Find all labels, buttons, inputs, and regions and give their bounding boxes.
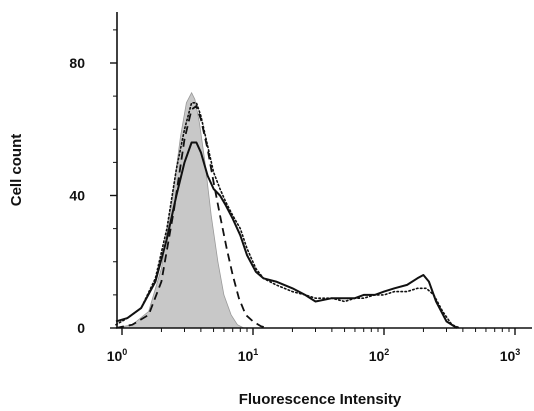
dashed-histogram-line — [115, 104, 269, 329]
shaded-control-histogram — [115, 91, 244, 329]
x-tick-label: 103 — [500, 347, 521, 364]
y-tick-label: 0 — [77, 320, 85, 336]
y-axis-title: Cell count — [8, 134, 25, 207]
y-tick-label: 80 — [69, 55, 85, 71]
x-axis-ticks: 100 101 102 103 — [107, 328, 521, 364]
y-axis-ticks: 0 40 80 — [69, 29, 117, 336]
x-tick-label: 100 — [107, 347, 128, 364]
x-tick-label: 101 — [238, 347, 259, 364]
y-tick-label: 40 — [69, 188, 85, 204]
solid-histogram-line — [115, 141, 458, 329]
x-tick-label: 102 — [369, 347, 390, 364]
x-axis-title: Fluorescence Intensity — [239, 391, 402, 408]
curves-layer — [115, 91, 461, 329]
